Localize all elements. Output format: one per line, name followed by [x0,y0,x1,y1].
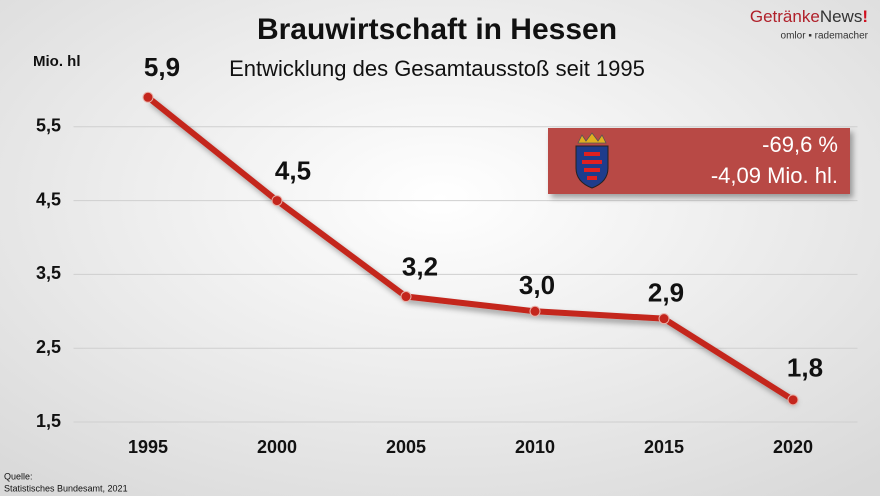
y-tick-label: 2,5 [36,337,61,357]
y-tick-label: 4,5 [36,189,61,209]
data-point [271,195,283,207]
data-point [400,291,412,303]
data-label: 1,8 [787,353,823,383]
y-tick-label: 3,5 [36,263,61,283]
x-tick-label: 2010 [515,437,555,457]
data-line [146,94,795,403]
data-point [142,91,154,103]
x-tick-label: 2005 [386,437,426,457]
y-axis-label: Mio. hl [33,53,81,70]
y-tick-label: 5,5 [36,116,61,136]
data-label: 4,5 [275,155,311,185]
source: Statistisches Bundesamt, 2021 [4,483,128,493]
data-label: 5,9 [144,52,180,82]
x-tick-label: 2020 [773,437,813,457]
logo-subtitle: omlor ▪ rademacher [781,31,869,42]
data-label: 3,0 [519,270,555,300]
data-point [787,394,799,406]
annotation: -69,6 % [762,132,838,157]
x-tick-label: 1995 [128,437,168,457]
data-label: 2,9 [648,278,684,308]
chart-subtitle: Entwicklung des Gesamtausstoß seit 1995 [229,56,645,81]
logo-part: News [820,7,863,26]
data-label: 3,2 [402,251,438,281]
source: Quelle: [4,471,33,481]
logo-part: Getränke [750,7,820,26]
y-tick-label: 1,5 [36,411,61,431]
annotation: -4,09 Mio. hl. [711,163,838,188]
x-tick-label: 2015 [644,437,684,457]
chart-title: Brauwirtschaft in Hessen [257,13,617,46]
coat-of-arms [575,132,609,189]
logo: GetränkeNews! [750,7,868,26]
data-point [658,313,670,325]
logo-part: ! [862,7,868,26]
data-point [529,305,541,317]
x-tick-label: 2000 [257,437,297,457]
